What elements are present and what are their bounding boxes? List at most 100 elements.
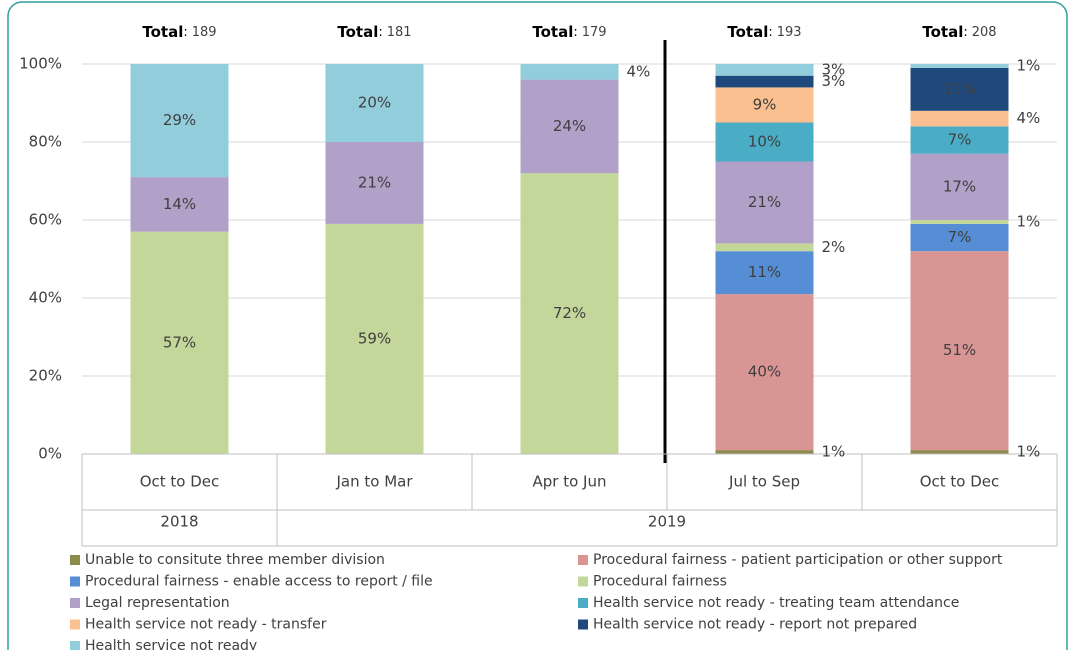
bar-segment — [715, 161, 814, 244]
y-tick-label: 20% — [29, 367, 62, 385]
total-value: 208 — [972, 25, 997, 40]
bar-segment — [715, 243, 814, 252]
legend-label: Legal representation — [85, 595, 230, 611]
bar-segment — [910, 126, 1009, 154]
total-word: Total — [532, 23, 573, 41]
x-tick-label: Apr to Jun — [533, 473, 607, 491]
bar-segment — [130, 64, 229, 178]
data-label: 2% — [822, 238, 846, 256]
bar-segment — [520, 64, 619, 80]
bar-segment — [325, 64, 424, 142]
bar-segment — [910, 64, 1009, 68]
total-word: Total — [142, 23, 183, 41]
data-label: 21% — [748, 193, 781, 211]
bar-segment — [910, 450, 1009, 454]
legend-swatch — [70, 555, 80, 565]
legend-label: Health service not ready - report not pr… — [593, 617, 917, 633]
bar-segment — [130, 177, 229, 232]
total-label: Total: 208 — [922, 23, 996, 41]
data-label: 24% — [553, 117, 586, 135]
x-tick-label: Jul to Sep — [728, 473, 800, 491]
legend-label: Health service not ready - transfer — [85, 617, 327, 633]
y-tick-label: 80% — [29, 133, 62, 151]
data-label: 7% — [948, 228, 972, 246]
total-value: 189 — [192, 25, 217, 40]
total-word: Total — [727, 23, 768, 41]
data-label: 4% — [627, 62, 651, 80]
total-value: 179 — [582, 25, 607, 40]
bar-segment — [715, 122, 814, 162]
legend-swatch — [578, 576, 588, 587]
data-label: 57% — [163, 333, 196, 351]
data-label: 11% — [748, 263, 781, 281]
bar-segment — [715, 87, 814, 123]
data-label: 51% — [943, 341, 976, 359]
total-label: Total: 181 — [337, 23, 411, 41]
legend-swatch — [70, 619, 80, 630]
total-separator: : — [378, 25, 382, 40]
legend-swatch — [578, 555, 588, 565]
data-label: 1% — [1017, 212, 1041, 230]
total-word: Total — [922, 23, 963, 41]
bar-segment — [715, 251, 814, 295]
legend-swatch — [578, 619, 588, 630]
data-label: 59% — [358, 329, 391, 347]
data-label: 4% — [1017, 109, 1041, 127]
total-value: 181 — [387, 25, 412, 40]
data-label: 11% — [943, 80, 976, 98]
bars — [130, 64, 1009, 454]
data-label: 72% — [553, 304, 586, 322]
bar-segment — [520, 173, 619, 454]
bar-segment — [325, 142, 424, 224]
legend-label: Health service not ready — [85, 638, 257, 650]
bar-segment — [910, 153, 1009, 220]
legend-label: Procedural fairness — [593, 574, 727, 590]
total-separator: : — [183, 25, 187, 40]
total-separator: : — [963, 25, 967, 40]
x-tick-label: Oct to Dec — [140, 473, 220, 491]
legend-swatch — [578, 598, 588, 608]
total-label: Total: 189 — [142, 23, 216, 41]
legend-swatch — [70, 598, 80, 608]
bar-segment — [910, 110, 1009, 127]
data-label: 7% — [948, 131, 972, 149]
data-label: 1% — [1017, 56, 1041, 74]
bar-segment — [910, 67, 1009, 111]
bar-segment — [910, 223, 1009, 252]
data-label: 40% — [748, 363, 781, 381]
bar-segment — [715, 450, 814, 454]
x-group-label: 2019 — [648, 513, 686, 531]
data-label: 9% — [753, 95, 777, 113]
data-label: 14% — [163, 195, 196, 213]
bar-segment — [130, 231, 229, 454]
data-label: 3% — [822, 60, 846, 78]
legend-label: Procedural fairness - patient participat… — [593, 552, 1003, 568]
bar-segment — [910, 251, 1009, 451]
x-tick-label: Jan to Mar — [335, 473, 413, 491]
bar-segment — [715, 75, 814, 88]
data-label: 3% — [822, 72, 846, 90]
bar-segment — [910, 220, 1009, 224]
total-value: 193 — [777, 25, 802, 40]
y-tick-label: 40% — [29, 289, 62, 307]
x-tick-label: Oct to Dec — [920, 473, 1000, 491]
data-label: 21% — [358, 173, 391, 191]
bar-segment — [715, 64, 814, 76]
x-group-label: 2018 — [160, 513, 198, 531]
data-label: 1% — [1017, 443, 1041, 461]
legend-swatch — [70, 576, 80, 587]
total-word: Total — [337, 23, 378, 41]
total-label: Total: 179 — [532, 23, 606, 41]
bar-segment — [715, 294, 814, 451]
bar-segment — [325, 223, 424, 454]
y-tick-label: 0% — [38, 445, 62, 463]
legend-label: Health service not ready - treating team… — [593, 595, 959, 611]
data-label: 29% — [163, 111, 196, 129]
legend-swatch — [70, 641, 80, 651]
total-label: Total: 193 — [727, 23, 801, 41]
data-label: 10% — [748, 133, 781, 151]
legend-label: Procedural fairness - enable access to r… — [85, 574, 433, 590]
data-label: 17% — [943, 177, 976, 195]
